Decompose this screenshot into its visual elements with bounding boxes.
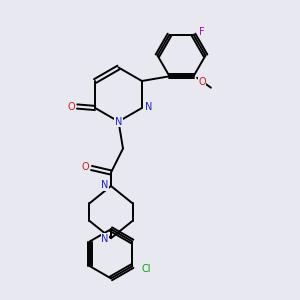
Text: O: O	[81, 162, 89, 172]
Text: N: N	[115, 116, 122, 127]
Text: O: O	[198, 77, 206, 87]
Text: Cl: Cl	[141, 263, 151, 274]
Text: N: N	[101, 180, 109, 190]
Text: N: N	[145, 101, 152, 112]
Text: F: F	[199, 27, 205, 37]
Text: N: N	[101, 234, 109, 244]
Text: O: O	[67, 101, 75, 112]
